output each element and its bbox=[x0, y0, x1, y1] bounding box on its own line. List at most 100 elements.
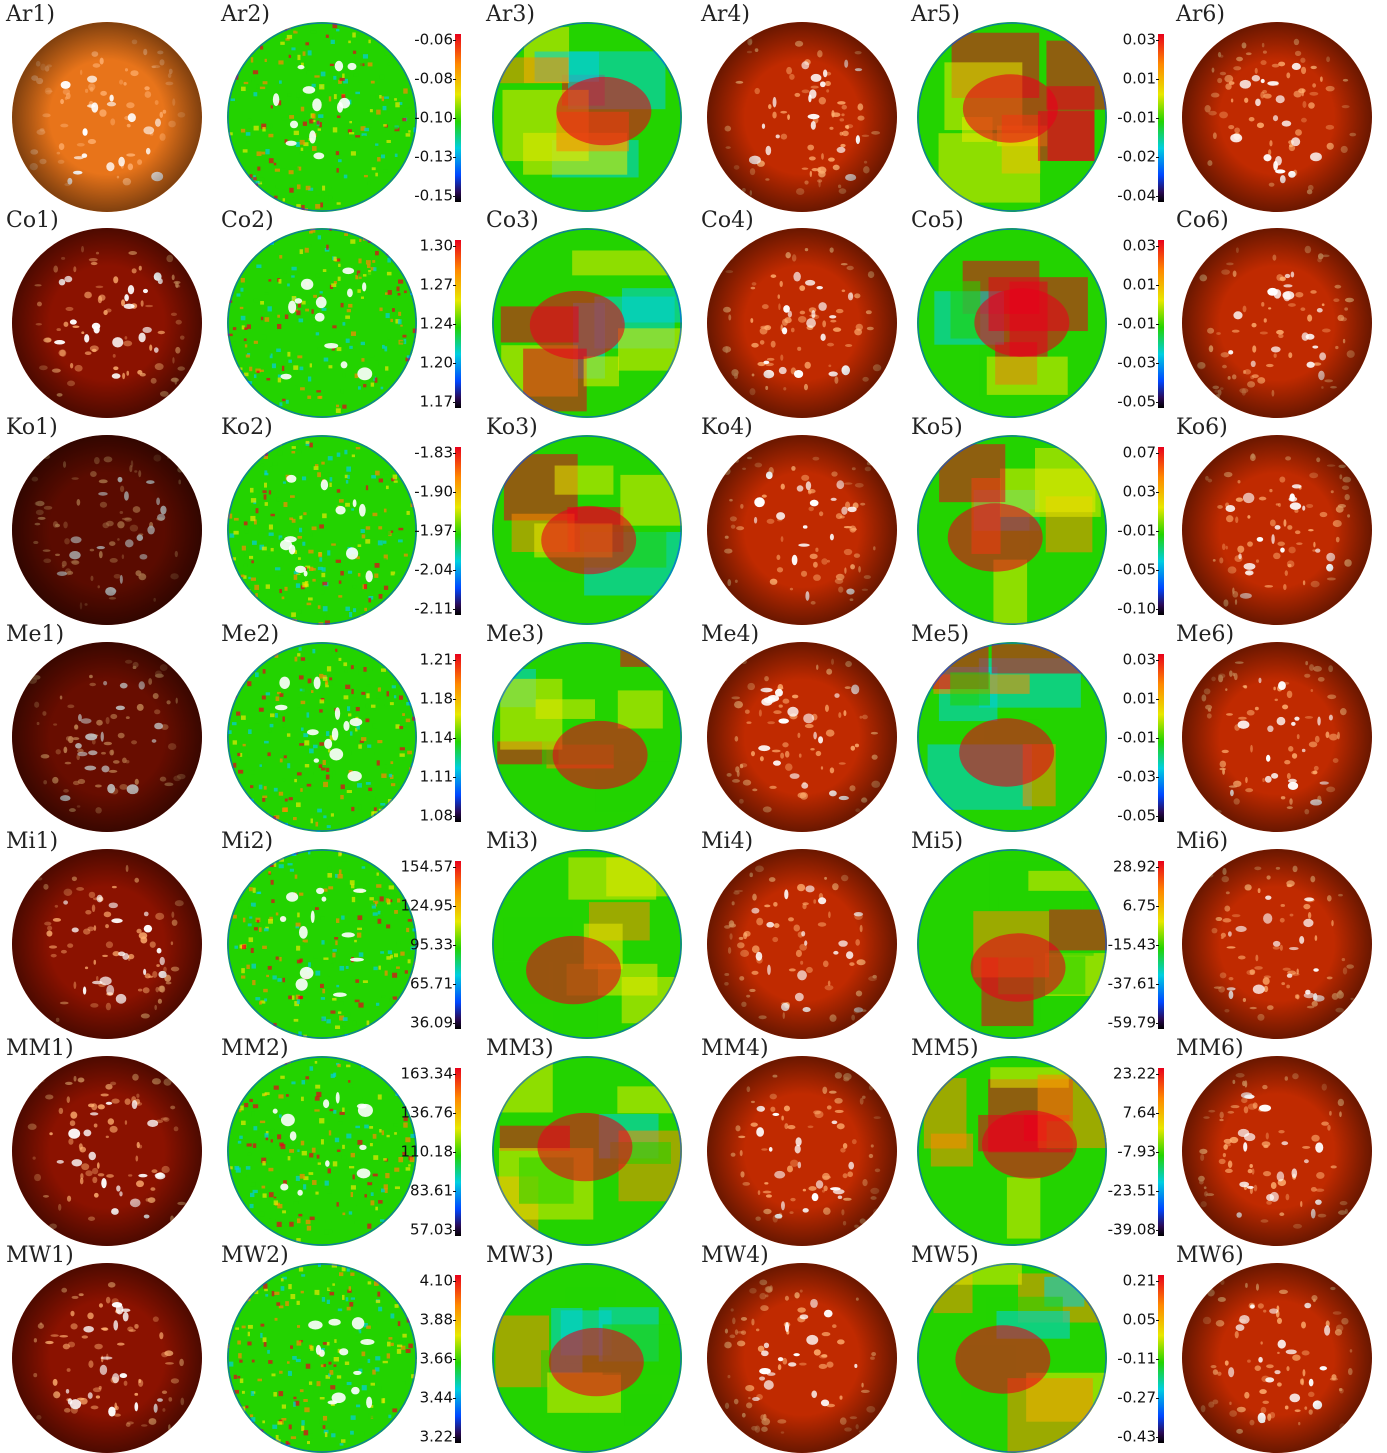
panel-ko2: Ko2) bbox=[215, 415, 435, 620]
colorbar-tick-label: -0.03 bbox=[1117, 356, 1156, 371]
colorbar-tick-mark bbox=[453, 1281, 456, 1282]
colorbar-tick-label: 65.71 bbox=[410, 977, 453, 992]
colorbar-tick-mark bbox=[1156, 984, 1159, 985]
solar-disk-image bbox=[917, 1056, 1107, 1246]
panel-co1: Co1) bbox=[0, 208, 220, 413]
colorbar-tick-mark bbox=[1156, 738, 1159, 739]
panel-label: Me4) bbox=[701, 624, 759, 646]
colorbar-tick-mark bbox=[453, 1437, 456, 1438]
solar-disk-image bbox=[917, 22, 1107, 212]
panel-label: Me6) bbox=[1176, 624, 1234, 646]
panel-mi4: Mi4) bbox=[695, 829, 915, 1034]
solar-disk-image bbox=[227, 1056, 417, 1246]
panel-mi6: Mi6) bbox=[1170, 829, 1387, 1034]
colorbar-tick-label: -1.90 bbox=[414, 485, 453, 500]
colorbar-tick-label: -7.93 bbox=[1117, 1145, 1156, 1160]
colorbar-tick-label: 28.92 bbox=[1113, 860, 1156, 875]
panel-label: MW2) bbox=[221, 1245, 289, 1267]
colorbar-tick-mark bbox=[453, 531, 456, 532]
colorbar-tick-mark bbox=[1156, 453, 1159, 454]
colorbar-tick-mark bbox=[453, 777, 456, 778]
colorbar-tick-mark bbox=[453, 816, 456, 817]
colorbar-tick-mark bbox=[453, 40, 456, 41]
panel-mw1: MW1) bbox=[0, 1243, 220, 1448]
panel-label: Mi5) bbox=[911, 831, 963, 853]
colorbar-tick-label: 1.18 bbox=[420, 692, 453, 707]
colorbar-tick-mark bbox=[1156, 118, 1159, 119]
colorbar-tick-label: 124.95 bbox=[401, 899, 454, 914]
panel-label: Ko4) bbox=[701, 417, 753, 439]
colorbar-tick-mark bbox=[453, 79, 456, 80]
panel-mi5: Mi5) bbox=[905, 829, 1125, 1034]
colorbar-tick-mark bbox=[1156, 157, 1159, 158]
colorbar-tick-label: -0.01 bbox=[1117, 731, 1156, 746]
solar-disk-image bbox=[492, 228, 682, 418]
solar-disk-image bbox=[707, 1056, 897, 1246]
colorbar-tick-label: -2.04 bbox=[414, 563, 453, 578]
colorbar-tick-mark bbox=[453, 1074, 456, 1075]
colorbar-tick-label: -0.13 bbox=[414, 150, 453, 165]
solar-disk-image bbox=[12, 642, 202, 832]
colorbar-tick-label: 0.01 bbox=[1123, 692, 1156, 707]
colorbar-tick-mark bbox=[1156, 660, 1159, 661]
solar-disk-image bbox=[227, 849, 417, 1039]
colorbar-tick-mark bbox=[453, 1320, 456, 1321]
panel-label: MM3) bbox=[486, 1038, 554, 1060]
colorbar-tick-label: -1.83 bbox=[414, 446, 453, 461]
colorbar-tick-label: -59.79 bbox=[1108, 1016, 1156, 1031]
colorbar-tick-mark bbox=[1156, 246, 1159, 247]
solar-disk-image bbox=[917, 849, 1107, 1039]
solar-disk-image bbox=[917, 642, 1107, 832]
panel-label: MM6) bbox=[1176, 1038, 1244, 1060]
colorbar-tick-label: -23.51 bbox=[1108, 1184, 1156, 1199]
solar-disk-image bbox=[227, 22, 417, 212]
panel-label: MM1) bbox=[6, 1038, 74, 1060]
panel-label: Me5) bbox=[911, 624, 969, 646]
colorbar-tick-label: -0.04 bbox=[1117, 189, 1156, 204]
panel-label: Ar5) bbox=[911, 4, 960, 26]
colorbar-tick-label: -15.43 bbox=[1108, 938, 1156, 953]
colorbar-tick-mark bbox=[453, 157, 456, 158]
colorbar-tick-label: -0.05 bbox=[1117, 809, 1156, 824]
colorbar-tick-mark bbox=[1156, 1113, 1159, 1114]
solar-disk-image bbox=[707, 1263, 897, 1453]
colorbar-tick-mark bbox=[1156, 816, 1159, 817]
panel-label: Ar1) bbox=[6, 4, 55, 26]
colorbar-tick-label: -0.10 bbox=[1117, 602, 1156, 617]
panel-label: Me2) bbox=[221, 624, 279, 646]
colorbar-tick-label: 110.18 bbox=[401, 1145, 454, 1160]
panel-label: Co3) bbox=[486, 210, 539, 232]
colorbar-tick-label: 3.88 bbox=[420, 1313, 453, 1328]
colorbar-tick-mark bbox=[1156, 1152, 1159, 1153]
panel-label: Ko5) bbox=[911, 417, 963, 439]
colorbar-tick-mark bbox=[453, 1023, 456, 1024]
colorbar-tick-mark bbox=[1156, 1320, 1159, 1321]
colorbar-tick-mark bbox=[453, 738, 456, 739]
colorbar-tick-mark bbox=[453, 1398, 456, 1399]
panel-ko3: Ko3) bbox=[480, 415, 700, 620]
solar-disk-image bbox=[917, 435, 1107, 625]
colorbar-tick-mark bbox=[1156, 609, 1159, 610]
panel-label: Co2) bbox=[221, 210, 274, 232]
panel-label: Co6) bbox=[1176, 210, 1229, 232]
panel-ko1: Ko1) bbox=[0, 415, 220, 620]
colorbar-tick-mark bbox=[453, 1113, 456, 1114]
solar-disk-image bbox=[492, 1263, 682, 1453]
panel-mi1: Mi1) bbox=[0, 829, 220, 1034]
panel-label: Mi4) bbox=[701, 831, 753, 853]
solar-disk-image bbox=[227, 435, 417, 625]
panel-label: Ko3) bbox=[486, 417, 538, 439]
colorbar-tick-mark bbox=[453, 118, 456, 119]
colorbar-tick-label: 23.22 bbox=[1113, 1067, 1156, 1082]
colorbar-tick-mark bbox=[1156, 1023, 1159, 1024]
colorbar-tick-mark bbox=[1156, 1437, 1159, 1438]
panel-co5: Co5) bbox=[905, 208, 1125, 413]
colorbar-tick-label: 1.24 bbox=[420, 317, 453, 332]
colorbar-tick-mark bbox=[453, 906, 456, 907]
colorbar-tick-mark bbox=[1156, 1074, 1159, 1075]
